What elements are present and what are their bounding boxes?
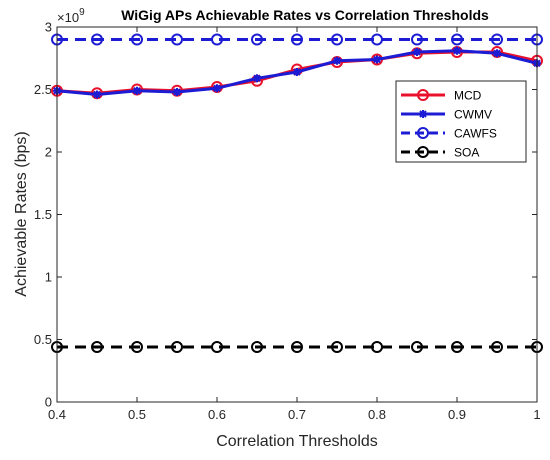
x-axis-ticks: 0.4 0.5 0.6 0.7 0.8 0.9 1 [48,27,541,422]
data-point-soa [331,341,343,353]
legend-marker-mcd [417,89,429,101]
data-point-soa [371,341,383,353]
data-point-cwmv [93,90,101,99]
y-exponent-power: 9 [79,7,85,18]
y-tick-label: 2.5 [34,82,52,97]
x-tick-label: 0.6 [208,407,226,422]
data-point-cwmv [333,56,341,65]
legend: MCD CWMV CAWFS SOA [395,80,527,163]
x-tick-label: 0.8 [368,407,386,422]
x-tick-label: 0.4 [48,407,66,422]
legend-marker-soa [417,146,429,158]
x-axis-label: Correlation Thresholds [216,433,378,450]
legend-label-cwmv: CWMV [454,108,492,122]
data-point-cawfs [171,33,183,46]
data-point-soa [251,341,263,353]
y-axis-label: Achievable Rates (bps) [13,131,30,296]
data-point-cwmv [413,48,421,56]
series-cawfs [51,33,543,46]
data-point-soa [291,341,303,353]
legend-entry-mcd: MCD [401,89,482,103]
y-exponent-base: ×10 [57,10,79,25]
legend-entry-soa: SOA [401,146,479,160]
y-exponent-label: ×109 [57,7,85,25]
data-point-cawfs [411,33,423,46]
data-point-soa [131,341,143,353]
data-point-soa [451,341,463,353]
data-point-soa [91,341,103,353]
y-tick-label: 0.5 [34,332,52,347]
data-point-cawfs [91,33,103,46]
series-layer [51,33,543,353]
data-point-soa [491,341,503,353]
data-point-cawfs [451,33,463,46]
data-point-cawfs [211,33,223,46]
x-tick-label: 0.7 [288,407,306,422]
legend-entry-cawfs: CAWFS [401,127,497,141]
data-point-cawfs [131,33,143,46]
legend-marker-cwmv [419,110,427,118]
data-point-cwmv [253,74,261,83]
data-point-cwmv [493,49,501,58]
data-point-cwmv [453,46,461,55]
chart-title: WiGig APs Achievable Rates vs Correlatio… [121,7,489,23]
legend-label-mcd: MCD [454,89,482,103]
y-axis-ticks: 0 0.5 1 1.5 2 2.5 3 [34,20,537,410]
data-point-soa [411,341,423,353]
y-tick-label: 2 [45,145,52,160]
data-point-cwmv [133,86,141,95]
data-point-cawfs [491,33,503,46]
data-point-cwmv [293,68,301,76]
plot-border [56,26,538,403]
data-point-cawfs [331,33,343,46]
legend-label-cawfs: CAWFS [454,127,497,141]
data-point-soa [171,341,183,353]
legend-marker-cawfs [417,127,429,139]
data-point-soa [211,341,223,353]
x-tick-label: 1 [533,407,540,422]
y-tick-label: 1.5 [34,207,52,222]
data-point-cawfs [371,33,383,46]
data-point-cwmv [213,84,221,93]
legend-label-soa: SOA [454,146,479,160]
y-tick-label: 1 [45,270,52,285]
legend-entry-cwmv: CWMV [401,108,492,122]
data-point-cwmv [373,55,381,64]
x-tick-label: 0.9 [448,407,466,422]
data-point-cwmv [173,88,181,96]
y-tick-label: 3 [45,20,52,35]
y-tick-label: 0 [45,395,52,410]
data-point-cawfs [251,33,263,46]
data-point-cawfs [291,33,303,46]
x-tick-label: 0.5 [128,407,146,422]
